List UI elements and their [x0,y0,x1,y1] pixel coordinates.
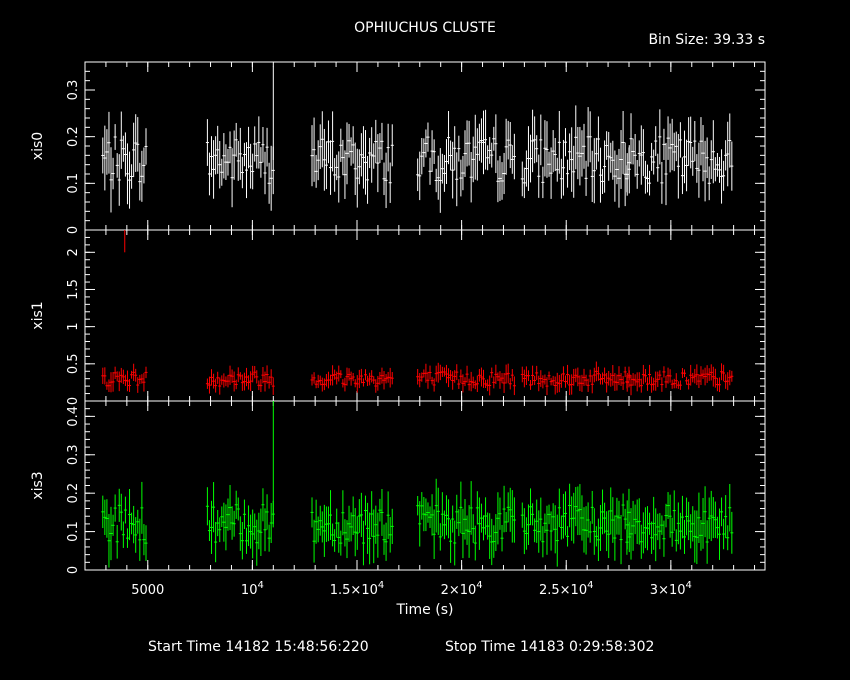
data-segment [310,111,394,209]
data-segment [310,365,394,393]
data-segment [205,365,275,395]
y-axis-label: xis3 [30,471,46,499]
x-tick-label: 5000 [131,583,164,598]
y-tick-label: 0.1 [66,521,81,542]
y-tick-label: 0 [66,226,81,234]
y-tick-label: 2 [66,248,81,256]
y-tick-label: 0.2 [66,126,81,147]
panel-frame [84,229,766,402]
data-segment [520,483,631,567]
stop-time-label: Stop Time 14183 0:29:58:302 [445,639,654,655]
x-tick-label: 2.5×104 [539,580,593,598]
y-tick-label: 0 [66,566,81,574]
y-tick-label: 0.1 [66,173,81,194]
start-time-label: Start Time 14182 15:48:56:220 [148,639,369,655]
x-axis-label: Time (s) [396,602,454,618]
panel-frame [84,61,766,231]
y-tick-label: 0.2 [66,483,81,504]
x-tick-label: 104 [241,580,264,598]
x-tick-label: 1.5×104 [330,580,384,598]
x-tick-label: 3×104 [650,580,692,598]
data-segment [416,109,516,213]
panel-xis3: 0 0.1 0.2 0.3 0.4 xis3 [30,400,766,574]
data-segment [416,362,516,396]
data-segment [101,111,148,213]
data-segment [205,116,275,211]
y-axis-label: xis0 [30,132,46,160]
x-tick-label: 2×104 [441,580,483,598]
y-axis-label: xis1 [30,301,46,329]
data-segment [205,482,275,566]
panels-group: 0 0.1 0.2 0.3 xis0 0 0.5 1 1.5 2 xis1 0 0.1 0.2 0.3 0.4… [30,61,766,598]
bin-size-label: Bin Size: 39.33 s [648,32,765,48]
y-tick-label: 1 [66,323,81,331]
y-tick-label: 1.5 [66,279,81,300]
data-segment [625,363,734,396]
panel-xis0: 0 0.1 0.2 0.3 xis0 [30,61,766,234]
data-segment [310,488,394,566]
y-tick-label: 0.4 [66,406,81,427]
y-tick-label: 0.5 [66,353,81,374]
data-segment [101,481,148,568]
chart-title: OPHIUCHUS CLUSTE [354,20,496,36]
panel-xis1: 0 0.5 1 1.5 2 xis1 [30,229,766,405]
data-segment [520,361,631,396]
y-tick-label: 0 [66,397,81,405]
data-segment [625,483,734,565]
data-segment [416,478,516,566]
data-segment [625,109,734,206]
y-tick-label: 0.3 [66,444,81,465]
panel-frame [84,400,766,571]
data-segment [520,105,631,208]
data-segment [101,363,148,393]
y-tick-label: 0.3 [66,80,81,101]
